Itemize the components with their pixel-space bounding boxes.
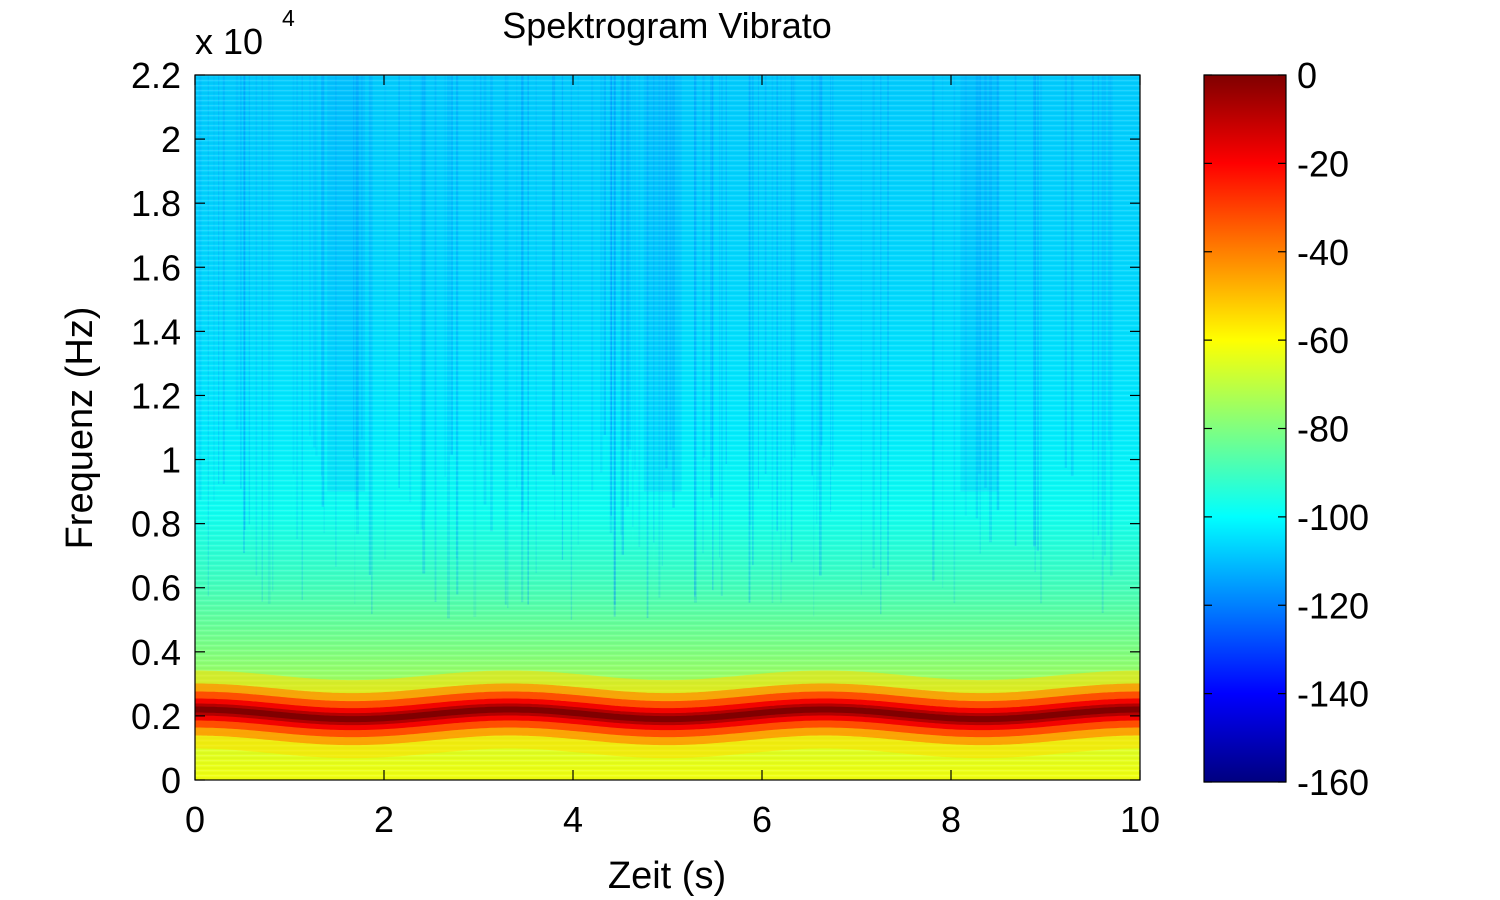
y-tick-label: 2.2: [131, 55, 181, 96]
colorbar: [1203, 74, 1287, 783]
x-tick-label: 10: [1120, 799, 1160, 840]
plot-axes-box: [194, 74, 1141, 781]
colorbar-tick-label: 0: [1297, 55, 1317, 96]
colorbar-tick-label: -80: [1297, 409, 1349, 450]
colorbar-tick-label: -160: [1297, 762, 1369, 803]
colorbar-axis: 0 -20 -40 -60 -80 -100 -120 -140 -160: [1204, 55, 1369, 803]
x-tick-label: 4: [563, 799, 583, 840]
y-tick-label: 1: [161, 440, 181, 481]
colorbar-tick-label: -100: [1297, 497, 1369, 538]
y-tick-label: 0.8: [131, 504, 181, 545]
colorbar-tick-label: -120: [1297, 585, 1369, 626]
y-axis: 0 0.2 0.4 0.6 0.8 1 1.2 1.4 1.6 1.8 2 2.2: [131, 55, 1140, 801]
colorbar-tick-label: -140: [1297, 674, 1369, 715]
y-exponent-label: x 10: [195, 21, 263, 62]
y-tick-label: 1.4: [131, 311, 181, 352]
vibrato-band-layer: [195, 706, 1140, 723]
x-axis-label: Zeit (s): [608, 855, 726, 897]
x-tick-label: 0: [185, 799, 205, 840]
y-tick-label: 1.2: [131, 375, 181, 416]
y-tick-label: 0.2: [131, 696, 181, 737]
colorbar-tick-label: -40: [1297, 232, 1349, 273]
x-axis: 0 2 4 6 8 10: [185, 75, 1160, 840]
y-tick-label: 0: [161, 760, 181, 801]
y-axis-label: Frequenz (Hz): [59, 307, 101, 550]
spectrogram-frequency-bins: [195, 75, 1140, 780]
colorbar-tick-label: -60: [1297, 320, 1349, 361]
y-tick-label: 1.8: [131, 183, 181, 224]
colorbar-tick-label: -20: [1297, 143, 1349, 184]
y-tick-label: 1.6: [131, 247, 181, 288]
y-tick-label: 2: [161, 119, 181, 160]
y-tick-label: 0.4: [131, 632, 181, 673]
y-exponent-power: 4: [282, 5, 295, 31]
x-tick-label: 2: [374, 799, 394, 840]
chart-title: Spektrogram Vibrato: [502, 5, 832, 46]
vibrato-band: [195, 670, 1140, 759]
spectrogram-image: [195, 75, 1140, 780]
x-tick-label: 6: [752, 799, 772, 840]
x-tick-label: 8: [941, 799, 961, 840]
y-tick-label: 0.6: [131, 568, 181, 609]
